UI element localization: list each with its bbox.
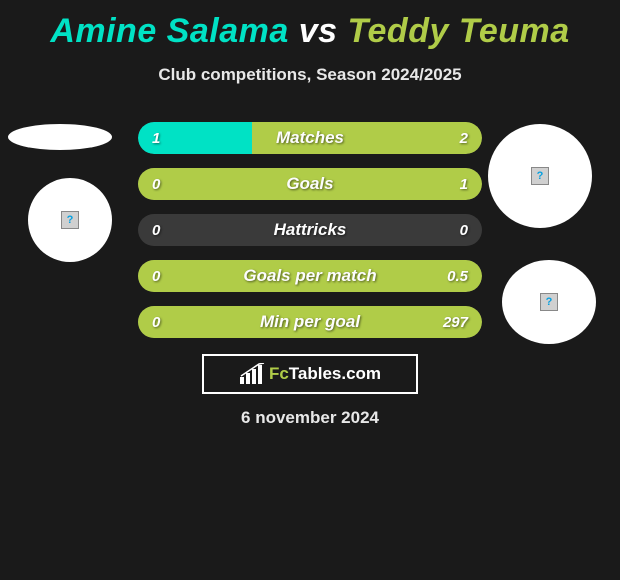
stats-bars: 1 2 Matches 0 1 Goals 0 0 Hattricks 0 0.5 Goals per… — [138, 122, 482, 352]
stat-value-player1: 0 — [152, 268, 160, 285]
stat-value-player2: 0 — [460, 222, 468, 239]
logo-text: FcTables.com — [269, 364, 381, 384]
bars-icon — [239, 363, 265, 385]
subtitle: Club competitions, Season 2024/2025 — [0, 65, 620, 85]
stat-value-player1: 1 — [152, 130, 160, 147]
team-badge-placeholder — [8, 124, 112, 150]
stat-label: Goals — [286, 174, 333, 194]
stat-row: 0 1 Goals — [138, 168, 482, 200]
stat-label: Matches — [276, 128, 344, 148]
stat-row: 0 0.5 Goals per match — [138, 260, 482, 292]
stat-value-player2: 0.5 — [447, 268, 468, 285]
player2-name: Teddy Teuma — [348, 12, 570, 50]
comparison-title: Amine Salama vs Teddy Teuma — [0, 0, 620, 51]
stat-row: 0 0 Hattricks — [138, 214, 482, 246]
vs-label: vs — [299, 12, 338, 50]
logo-prefix: Fc — [269, 364, 289, 383]
team-badge-placeholder: ? — [502, 260, 596, 344]
stat-value-player1: 0 — [152, 176, 160, 193]
stat-value-player2: 297 — [443, 314, 468, 331]
image-placeholder-icon: ? — [61, 211, 79, 229]
image-placeholder-icon: ? — [531, 167, 549, 185]
image-placeholder-icon: ? — [540, 293, 558, 311]
stat-label: Goals per match — [243, 266, 376, 286]
stat-label: Min per goal — [260, 312, 360, 332]
player1-name: Amine Salama — [50, 12, 288, 50]
date-label: 6 november 2024 — [0, 408, 620, 428]
stat-value-player1: 0 — [152, 222, 160, 239]
stat-row: 1 2 Matches — [138, 122, 482, 154]
player2-avatar-placeholder: ? — [488, 124, 592, 228]
player1-avatar-placeholder: ? — [28, 178, 112, 262]
logo-suffix: Tables.com — [289, 364, 381, 383]
stat-value-player1: 0 — [152, 314, 160, 331]
fctables-logo: FcTables.com — [202, 354, 418, 394]
stat-value-player2: 1 — [460, 176, 468, 193]
stat-value-player2: 2 — [460, 130, 468, 147]
stat-row: 0 297 Min per goal — [138, 306, 482, 338]
stat-label: Hattricks — [274, 220, 347, 240]
